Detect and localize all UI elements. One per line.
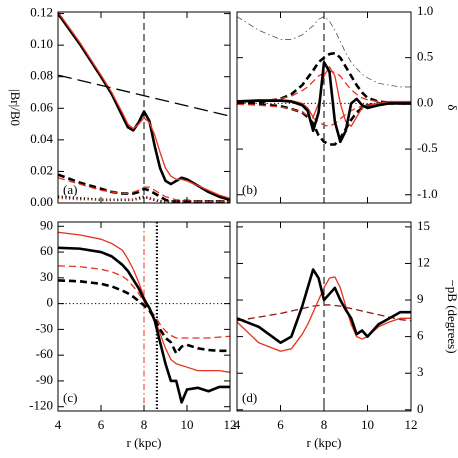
panel-label: (b) — [242, 182, 257, 197]
y-tick-label: 0.5 — [417, 49, 433, 64]
data-line — [58, 265, 230, 339]
panel — [237, 222, 411, 411]
panel — [58, 12, 230, 203]
data-line — [58, 279, 230, 355]
data-line — [58, 197, 230, 203]
y-tick-label: -30 — [36, 320, 53, 335]
y-tick-label: 60 — [40, 243, 53, 258]
y-tick-label: 0 — [47, 295, 54, 310]
data-line — [58, 246, 230, 404]
y-tick-label: 30 — [40, 269, 53, 284]
y-tick-label: 3 — [417, 364, 424, 379]
y-tick-label: 6 — [417, 328, 424, 343]
y-tick-label: -60 — [36, 346, 53, 361]
x-tick-label: 8 — [321, 417, 328, 432]
y-tick-label: 0.02 — [30, 162, 53, 177]
y-tick-label: 0.12 — [30, 5, 53, 20]
x-tick-label: 6 — [98, 417, 105, 432]
y-tick-label: 15 — [417, 218, 430, 233]
panel — [58, 222, 230, 411]
data-line — [237, 60, 411, 144]
y-tick-label: 0.00 — [30, 194, 53, 209]
x-axis-label: r (kpc) — [126, 435, 161, 450]
y-tick-label: 0.04 — [30, 131, 53, 146]
data-line — [237, 70, 411, 104]
data-line — [237, 304, 411, 322]
panel-label: (c) — [63, 390, 77, 405]
y-tick-label: 0.06 — [30, 99, 53, 114]
x-tick-label: 6 — [277, 417, 284, 432]
y-tick-label: 90 — [40, 217, 53, 232]
y-tick-label: 0.10 — [30, 36, 53, 51]
x-tick-label: 8 — [141, 417, 148, 432]
x-tick-label: 10 — [361, 417, 374, 432]
x-tick-label: 4 — [55, 417, 62, 432]
x-tick-label: 10 — [181, 417, 194, 432]
data-line — [237, 16, 411, 88]
data-line — [58, 12, 230, 199]
y-axis-label: |Br|/B0 — [8, 89, 23, 126]
y-axis-label: δ — [445, 104, 458, 110]
y-tick-label: -0.5 — [417, 140, 438, 155]
y-axis-label: −pB (degrees) — [445, 279, 458, 353]
data-line — [58, 74, 230, 117]
y-tick-label: 9 — [417, 291, 424, 306]
x-tick-label: 12 — [224, 417, 237, 432]
y-tick-label: 0 — [417, 401, 424, 416]
x-tick-label: 12 — [405, 417, 418, 432]
data-line — [58, 177, 230, 203]
y-tick-label: 12 — [417, 254, 430, 269]
data-line — [237, 268, 411, 345]
y-tick-label: -90 — [36, 372, 53, 387]
y-tick-label: -1.0 — [417, 186, 438, 201]
y-tick-label: 0.08 — [30, 68, 53, 83]
x-axis-label: r (kpc) — [306, 435, 341, 450]
panel — [237, 12, 411, 203]
y-tick-label: 1.0 — [417, 3, 433, 18]
x-tick-label: 4 — [234, 417, 241, 432]
y-tick-label: -120 — [29, 398, 53, 413]
y-tick-label: 0.0 — [417, 94, 433, 109]
panel-label: (d) — [242, 390, 257, 405]
panel-label: (a) — [63, 182, 77, 197]
